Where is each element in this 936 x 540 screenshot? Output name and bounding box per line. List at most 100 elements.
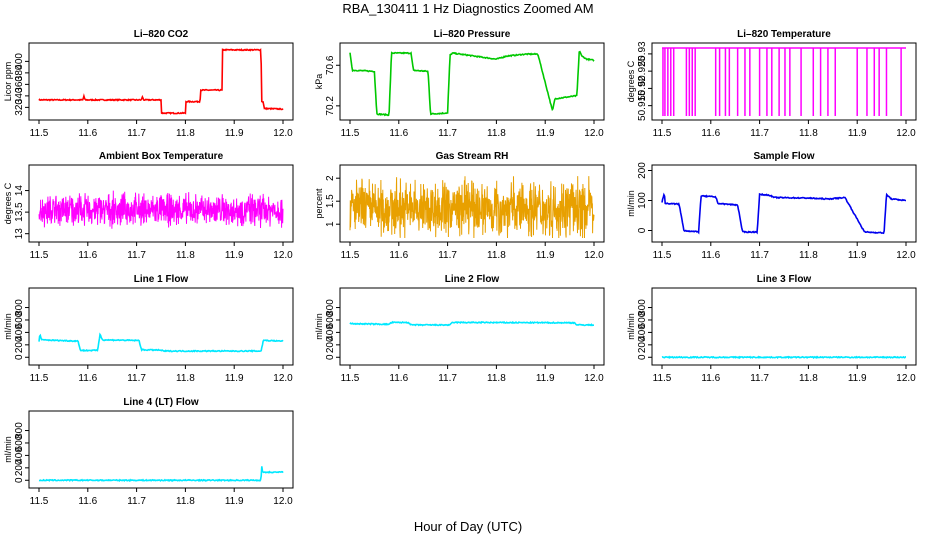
x-tick-label: 12.0 — [896, 250, 916, 261]
plot-frame — [339, 164, 605, 243]
y-tick-label: 400 — [14, 53, 25, 70]
y-axis-label: ml/min — [626, 190, 636, 217]
y-tick-label: 13.5 — [14, 202, 25, 222]
y-tick-label: 70.2 — [325, 96, 336, 116]
x-tick-label: 11.7 — [127, 373, 146, 384]
y-tick-label: 0 — [14, 477, 25, 483]
x-tick-label: 11.9 — [848, 128, 867, 139]
y-axis-label: degrees C — [626, 60, 636, 102]
y-tick-label: 400 — [14, 324, 25, 341]
y-tick-label: 200 — [637, 162, 648, 179]
x-tick-label: 11.7 — [750, 250, 769, 261]
x-tick-label: 12.0 — [584, 373, 604, 384]
series-line — [38, 48, 284, 115]
panel-title: Li–820 Temperature — [737, 29, 831, 40]
y-tick-label: 600 — [325, 311, 336, 328]
y-axis-label: ml/min — [314, 313, 324, 340]
panel-title: Gas Stream RH — [436, 151, 509, 162]
plot-frame — [28, 287, 294, 366]
x-tick-label: 11.8 — [799, 250, 818, 261]
panel-title: Sample Flow — [753, 151, 814, 162]
y-tick-label: 800 — [325, 299, 336, 316]
x-tick-label: 12.0 — [273, 373, 293, 384]
x-tick-label: 11.7 — [127, 128, 146, 139]
x-tick-label: 11.9 — [848, 373, 867, 384]
x-tick-label: 11.5 — [341, 373, 360, 384]
y-tick-label: 50.92 — [637, 75, 648, 100]
plot-frame — [651, 42, 917, 121]
plot-frame — [28, 42, 294, 121]
x-tick-label: 11.6 — [701, 128, 720, 139]
x-tick-label: 11.6 — [389, 128, 408, 139]
series-line — [349, 50, 595, 117]
plot-frame — [28, 410, 294, 489]
x-tick-label: 11.9 — [225, 373, 244, 384]
y-tick-label: 50.915 — [637, 90, 648, 121]
y-axis-label: ml/min — [626, 313, 636, 340]
x-tick-label: 12.0 — [584, 128, 604, 139]
y-tick-label: 800 — [14, 422, 25, 439]
series-line — [38, 466, 284, 483]
series-line — [349, 176, 595, 239]
x-tick-label: 11.5 — [30, 250, 49, 261]
panel-title: Li–820 CO2 — [134, 29, 189, 40]
panel-title: Line 1 Flow — [134, 274, 189, 285]
y-tick-label: 0 — [14, 354, 25, 360]
x-tick-label: 11.5 — [341, 250, 360, 261]
y-tick-label: 14 — [14, 185, 25, 197]
y-tick-label: 600 — [637, 311, 648, 328]
plot-frame — [339, 42, 605, 121]
x-tick-label: 11.7 — [750, 373, 769, 384]
x-tick-label: 12.0 — [584, 250, 604, 261]
x-tick-label: 11.8 — [487, 128, 506, 139]
x-tick-label: 11.9 — [536, 373, 555, 384]
y-tick-label: 360 — [14, 76, 25, 93]
y-tick-label: 0 — [637, 354, 648, 360]
x-tick-label: 11.9 — [536, 128, 555, 139]
y-axis-label: ml/min — [3, 436, 13, 463]
x-tick-label: 11.6 — [78, 496, 97, 507]
y-tick-label: 400 — [637, 324, 648, 341]
y-tick-label: 800 — [14, 299, 25, 316]
x-tick-label: 11.6 — [78, 250, 97, 261]
series-line — [38, 332, 284, 353]
x-tick-label: 11.9 — [848, 250, 867, 261]
x-tick-label: 11.7 — [127, 250, 146, 261]
y-tick-label: 70.6 — [325, 55, 336, 75]
y-tick-label: 380 — [14, 64, 25, 81]
panel-sample-flow: Sample Flow ml/min 0 100 200 11.5 11.6 11.7 11.8… — [626, 151, 917, 261]
x-tick-label: 11.8 — [176, 250, 195, 261]
y-tick-label: 200 — [14, 459, 25, 476]
x-tick-label: 11.7 — [438, 128, 457, 139]
y-tick-label: 13 — [14, 228, 25, 240]
x-tick-label: 11.5 — [30, 128, 49, 139]
x-tick-label: 12.0 — [273, 250, 293, 261]
x-tick-label: 11.6 — [701, 250, 720, 261]
x-tick-label: 11.5 — [341, 128, 360, 139]
y-tick-label: 800 — [637, 299, 648, 316]
x-tick-label: 11.6 — [78, 128, 97, 139]
y-axis-label: degrees C — [3, 182, 13, 224]
x-tick-label: 11.7 — [438, 250, 457, 261]
x-tick-label: 11.5 — [30, 496, 49, 507]
x-tick-label: 12.0 — [273, 496, 293, 507]
plot-frame — [651, 287, 917, 366]
x-tick-label: 12.0 — [896, 373, 916, 384]
series-line — [38, 190, 284, 229]
y-tick-label: 2 — [325, 175, 336, 181]
y-tick-label: 320 — [14, 99, 25, 116]
y-tick-label: 0 — [325, 354, 336, 360]
x-tick-label: 12.0 — [896, 128, 916, 139]
x-tick-label: 11.9 — [536, 250, 555, 261]
x-tick-label: 11.8 — [487, 373, 506, 384]
x-tick-label: 11.6 — [389, 373, 408, 384]
x-tick-label: 11.8 — [799, 373, 818, 384]
y-tick-label: 600 — [14, 311, 25, 328]
y-tick-label: 100 — [637, 192, 648, 209]
